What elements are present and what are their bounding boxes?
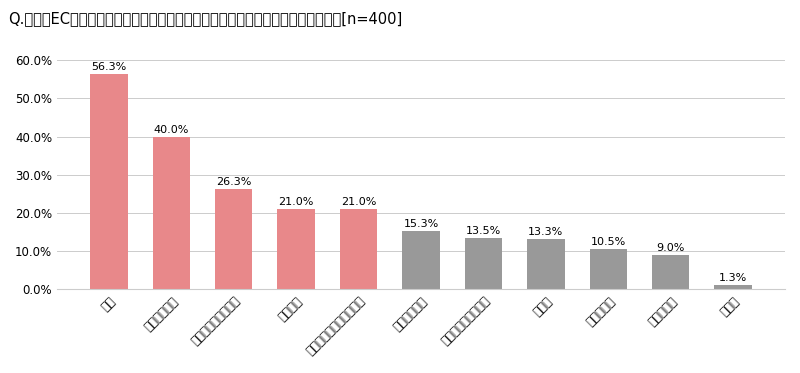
- Text: 13.3%: 13.3%: [528, 227, 563, 237]
- Bar: [465, 238, 502, 289]
- Text: 56.3%: 56.3%: [91, 62, 126, 72]
- Text: 13.5%: 13.5%: [466, 226, 501, 236]
- Bar: [215, 189, 253, 289]
- Text: 15.3%: 15.3%: [403, 219, 438, 229]
- Text: 9.0%: 9.0%: [657, 243, 685, 253]
- Bar: [402, 231, 440, 289]
- Bar: [340, 209, 378, 289]
- Text: 40.0%: 40.0%: [154, 125, 189, 135]
- Text: 26.3%: 26.3%: [216, 177, 251, 187]
- Bar: [714, 285, 752, 289]
- Bar: [652, 255, 690, 289]
- Text: 21.0%: 21.0%: [278, 197, 314, 207]
- Text: 1.3%: 1.3%: [719, 273, 747, 283]
- Bar: [90, 74, 127, 289]
- Bar: [153, 137, 190, 289]
- Bar: [278, 209, 315, 289]
- Bar: [527, 239, 565, 289]
- Bar: [590, 250, 627, 289]
- Text: 21.0%: 21.0%: [341, 197, 376, 207]
- Text: 10.5%: 10.5%: [590, 238, 626, 247]
- Text: Q.現在のEC業務における課題として、当てはまるものを全てお選びください。　[n=400]: Q.現在のEC業務における課題として、当てはまるものを全てお選びください。 [n…: [8, 11, 402, 26]
